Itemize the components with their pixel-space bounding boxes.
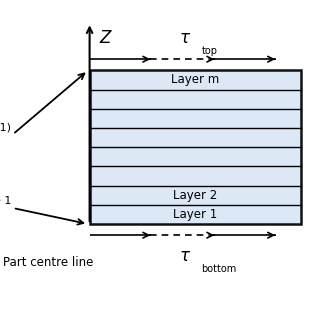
Bar	[90, 70, 301, 224]
Text: Part centre line: Part centre line	[3, 256, 93, 269]
Text: $\tau$: $\tau$	[179, 247, 191, 265]
Text: ace 1: ace 1	[0, 196, 11, 206]
Text: Layer 2: Layer 2	[173, 189, 217, 202]
Text: $\tau$: $\tau$	[179, 29, 191, 47]
Text: Layer m: Layer m	[171, 74, 219, 86]
Text: bottom: bottom	[202, 264, 237, 274]
Text: Z: Z	[99, 29, 111, 47]
Text: Layer 1: Layer 1	[173, 208, 217, 221]
Text: top: top	[202, 46, 218, 56]
Text: e (m-1): e (m-1)	[0, 123, 11, 133]
